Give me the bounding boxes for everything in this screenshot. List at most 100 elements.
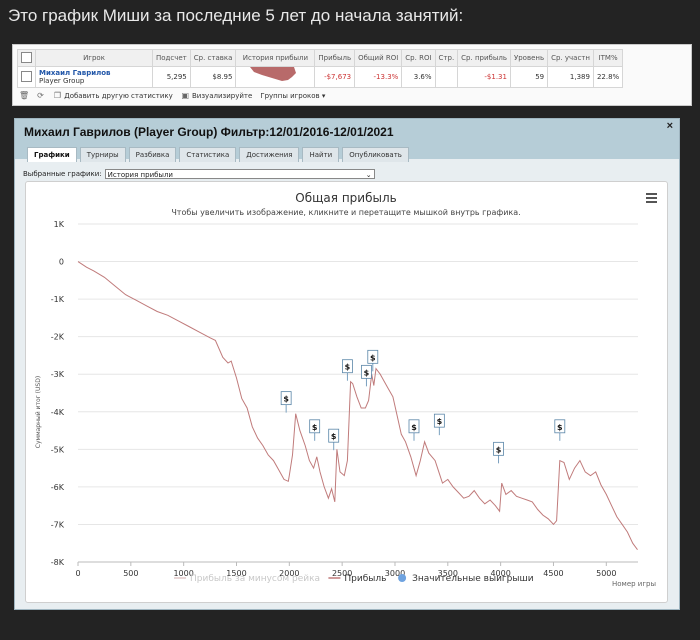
avg-profit-cell: -$1.31 bbox=[457, 66, 511, 88]
col-total-roi[interactable]: Общий ROI bbox=[354, 49, 403, 67]
big-win-flag[interactable]: $ bbox=[342, 359, 353, 381]
x-tick-label: 1500 bbox=[226, 569, 246, 578]
tab-breakdown[interactable]: Разбивка bbox=[128, 147, 177, 162]
tab-tournaments[interactable]: Турниры bbox=[79, 147, 126, 162]
avg-participants-cell: 1,389 bbox=[547, 66, 594, 88]
flag-label: $ bbox=[437, 417, 443, 426]
big-win-flag[interactable]: $ bbox=[408, 419, 420, 441]
grid bbox=[78, 223, 638, 563]
big-win-flag[interactable]: $ bbox=[328, 428, 340, 451]
legend-item[interactable]: Прибыль bbox=[328, 574, 386, 584]
window-header: Михаил Гаврилов (Player Group) Фильтр:12… bbox=[15, 119, 679, 162]
y-tick-label: -8K bbox=[51, 558, 65, 567]
flag-label: $ bbox=[331, 432, 337, 441]
avg-stake-cell: $8.95 bbox=[189, 66, 237, 88]
y-tick-label: -2K bbox=[51, 333, 65, 342]
x-tick-label: 5000 bbox=[596, 569, 616, 578]
big-win-flag[interactable]: $ bbox=[554, 419, 566, 441]
y-tick-label: -7K bbox=[51, 520, 65, 529]
chart-card: Общая прибыль Чтобы увеличить изображени… bbox=[25, 181, 668, 603]
player-groups-dropdown[interactable]: Группы игроков ▾ bbox=[260, 92, 325, 100]
delete-icon[interactable]: 🗑 bbox=[19, 91, 30, 100]
flag-label: $ bbox=[370, 353, 376, 362]
legend-item[interactable]: Значительные выигрыши bbox=[398, 574, 534, 584]
copy-icon: ❐ bbox=[53, 91, 62, 100]
chevron-down-icon: ▾ bbox=[321, 91, 326, 100]
table-row[interactable]: Михаил Гаврилов Player Group 5,295 $8.95… bbox=[17, 66, 624, 88]
close-icon[interactable]: × bbox=[666, 120, 673, 132]
flag-box bbox=[493, 441, 504, 456]
chart-select-value: История прибыли bbox=[107, 171, 173, 179]
flag-label: $ bbox=[364, 368, 370, 377]
legend-item[interactable]: Прибыль за минусом рейка bbox=[174, 574, 320, 584]
big-win-flag[interactable]: $ bbox=[367, 349, 379, 372]
str-cell bbox=[434, 66, 459, 88]
y-tick-label: 1K bbox=[54, 220, 65, 229]
tab-find[interactable]: Найти bbox=[302, 147, 340, 162]
flag-label: $ bbox=[557, 423, 563, 432]
col-profit-history[interactable]: История прибыли bbox=[235, 49, 316, 67]
big-win-flag[interactable]: $ bbox=[309, 419, 321, 441]
count-cell: 5,295 bbox=[152, 66, 191, 88]
col-count[interactable]: Подсчет bbox=[152, 49, 191, 67]
avg-roi-cell: 3.6% bbox=[401, 66, 436, 88]
col-avg-roi[interactable]: Ср. ROI bbox=[401, 49, 436, 67]
x-tick-label: 2000 bbox=[279, 569, 299, 578]
big-win-flag[interactable]: $ bbox=[433, 413, 445, 436]
flag-box bbox=[433, 413, 445, 428]
x-axis: 0 500 1000 1500 2000 2500 3000 3500 4000 4500 5000 bbox=[75, 561, 638, 578]
flag-box bbox=[328, 428, 340, 443]
stats-panel: Игрок Подсчет Ср. ставка История прибыли… bbox=[12, 44, 692, 106]
row-checkbox[interactable] bbox=[17, 66, 36, 88]
legend-label: Прибыль за минусом рейка bbox=[190, 574, 320, 584]
col-level[interactable]: Уровень bbox=[509, 49, 549, 67]
level-cell: 59 bbox=[509, 66, 549, 88]
col-profit[interactable]: Прибыль bbox=[314, 49, 356, 67]
tab-achievements[interactable]: Достижения bbox=[239, 147, 300, 162]
player-name-link[interactable]: Михаил Гаврилов bbox=[39, 69, 111, 77]
x-tick-label: 4500 bbox=[543, 569, 563, 578]
chart-select[interactable]: История прибыли ⌄ bbox=[104, 169, 375, 179]
select-all-checkbox[interactable] bbox=[17, 49, 36, 67]
profit-cell: -$7,673 bbox=[314, 66, 356, 88]
tab-bar: Графики Турниры Разбивка Статистика Дост… bbox=[27, 147, 409, 162]
stats-table: Игрок Подсчет Ср. ставка История прибыли… bbox=[17, 49, 624, 88]
flag-box bbox=[408, 419, 420, 434]
y-tick-label: -1K bbox=[51, 295, 65, 304]
window-title: Михаил Гаврилов (Player Group) Фильтр:12… bbox=[24, 125, 394, 139]
visualize-label: Визуализируйте bbox=[191, 92, 253, 100]
player-cell[interactable]: Михаил Гаврилов Player Group bbox=[35, 66, 153, 88]
col-avg-stake[interactable]: Ср. ставка bbox=[189, 49, 237, 67]
big-win-flag[interactable]: $ bbox=[493, 441, 504, 464]
tab-publish[interactable]: Опубликовать bbox=[342, 147, 409, 162]
tab-statistics[interactable]: Статистика bbox=[179, 147, 237, 162]
flag-label: $ bbox=[411, 423, 417, 432]
hamburger-menu-icon[interactable] bbox=[646, 193, 657, 203]
big-win-flag[interactable]: $ bbox=[361, 364, 372, 387]
big-win-flag[interactable]: $ bbox=[280, 391, 292, 413]
refresh-icon[interactable]: ⟳ bbox=[37, 91, 44, 100]
visualize-button[interactable]: ▣ Визуализируйте bbox=[181, 91, 253, 100]
flag-label: $ bbox=[496, 445, 502, 454]
add-stat-button[interactable]: ❐ Добавить другую статистику bbox=[53, 91, 173, 100]
sparkline-svg bbox=[250, 67, 297, 81]
x-tick-label: 0 bbox=[75, 569, 80, 578]
image-icon: ▣ bbox=[181, 91, 190, 100]
x-tick-label: 2500 bbox=[332, 569, 352, 578]
col-avg-profit[interactable]: Ср. прибыль bbox=[457, 49, 511, 67]
y-tick-label: 0 bbox=[59, 258, 64, 267]
flag-label: $ bbox=[345, 363, 351, 372]
x-tick-label: 1000 bbox=[173, 569, 193, 578]
col-itm[interactable]: ITM% bbox=[592, 49, 624, 67]
chart-title: Общая прибыль bbox=[295, 191, 396, 205]
col-str[interactable]: Стр. bbox=[434, 49, 459, 67]
caption: Это график Миши за последние 5 лет до на… bbox=[8, 6, 464, 25]
col-avg-participants[interactable]: Ср. участн bbox=[547, 49, 594, 67]
profit-chart[interactable]: Общая прибыль Чтобы увеличить изображени… bbox=[26, 182, 667, 602]
flag-box bbox=[280, 391, 292, 406]
add-stat-label: Добавить другую статистику bbox=[64, 92, 173, 100]
flags-layer: $$$$$$$$$$ bbox=[280, 349, 566, 464]
tab-charts[interactable]: Графики bbox=[27, 147, 77, 162]
player-groups-label: Группы игроков bbox=[260, 91, 320, 100]
col-player[interactable]: Игрок bbox=[35, 49, 153, 67]
